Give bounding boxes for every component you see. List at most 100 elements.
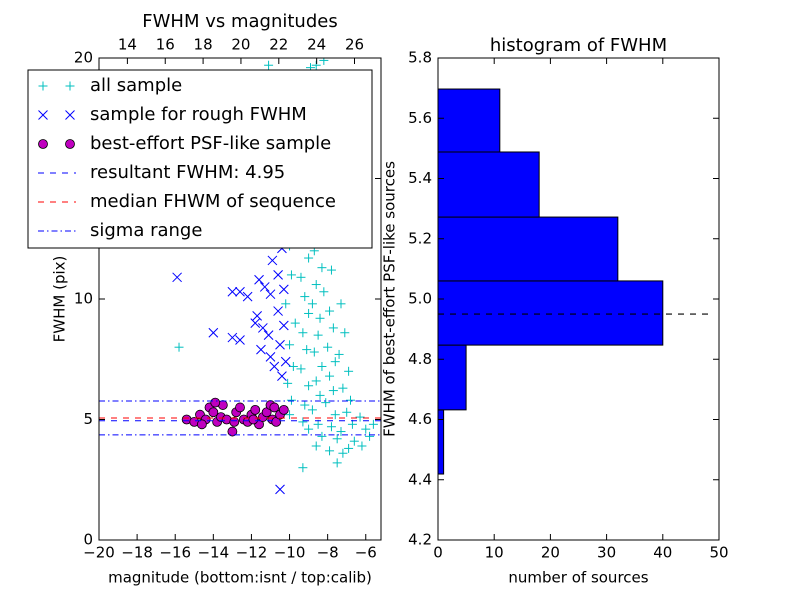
marker-dot (229, 417, 240, 427)
marker-stroke (172, 272, 182, 283)
point (304, 381, 314, 391)
point (311, 376, 321, 386)
point (330, 357, 340, 367)
x-tick-label: 30 (597, 544, 616, 562)
marker-dot (248, 414, 259, 425)
point (296, 272, 306, 282)
point (263, 330, 274, 341)
point (265, 289, 276, 300)
point (267, 255, 278, 266)
point (304, 308, 314, 318)
marker-stroke (275, 484, 285, 495)
point (273, 270, 283, 280)
plot-area (99, 58, 381, 495)
point (235, 335, 245, 345)
marker-dot (227, 426, 238, 437)
legend-label: sigma range (90, 220, 202, 241)
point (309, 347, 319, 357)
x2-tick-label: 22 (269, 36, 288, 54)
point (275, 339, 285, 350)
histogram-bar (437, 280, 664, 346)
x2-tick-label: 18 (194, 36, 213, 54)
point (290, 318, 300, 328)
marker-stroke (65, 110, 75, 120)
histogram-bar (437, 216, 619, 282)
y-tick-label: 4.6 (408, 410, 432, 428)
x-tick-label: 0 (433, 544, 443, 562)
marker-stroke (235, 286, 245, 297)
point (344, 443, 354, 453)
point (285, 410, 295, 420)
point (65, 81, 75, 91)
marker-dot (208, 407, 219, 418)
marker-stroke (252, 311, 263, 321)
point (326, 265, 336, 275)
point (65, 110, 75, 120)
point (307, 405, 317, 415)
point (278, 320, 289, 331)
point (344, 366, 354, 376)
point (208, 407, 219, 418)
point (242, 291, 253, 302)
marker-stroke (280, 356, 291, 367)
marker-stroke (275, 339, 285, 350)
point (288, 361, 298, 371)
point (315, 390, 325, 400)
point (347, 419, 357, 429)
y-tick-label: 5.8 (408, 49, 432, 67)
x-tick-label: 40 (653, 544, 672, 562)
point (365, 431, 375, 441)
point (248, 414, 259, 425)
chart-title: histogram of FWHM (490, 35, 667, 56)
point (229, 417, 240, 427)
marker-stroke (242, 291, 253, 302)
point (323, 342, 333, 352)
point (252, 311, 263, 321)
point (235, 286, 245, 297)
y-tick-label: 5.6 (408, 109, 432, 127)
x-tick-label: −8 (317, 544, 339, 562)
point (65, 139, 75, 149)
x-tick-label: 10 (485, 544, 504, 562)
point (334, 349, 344, 359)
x-tick-label: −10 (274, 544, 306, 562)
point (256, 344, 266, 355)
y-tick-label: 5 (83, 410, 93, 428)
point (330, 410, 340, 420)
x-tick-label: −6 (355, 544, 377, 562)
point (280, 356, 291, 367)
legend-label: sample for rough FWHM (90, 104, 307, 125)
marker-dot (250, 404, 261, 415)
point (227, 426, 238, 437)
point (338, 448, 348, 458)
point (38, 139, 48, 149)
point (304, 253, 314, 263)
point (325, 446, 335, 456)
legend-label: median FHWM of sequence (90, 191, 336, 212)
legend-label: all sample (90, 75, 182, 96)
point (298, 463, 308, 473)
marker-dot (269, 402, 280, 413)
point (38, 81, 48, 91)
point (265, 351, 276, 362)
point (196, 419, 207, 430)
marker-stroke (227, 332, 238, 343)
y-axis-label: FWHM (pix) (51, 256, 69, 343)
point (338, 383, 348, 393)
marker-stroke (278, 284, 289, 295)
x-tick-label: −12 (236, 544, 268, 562)
point (332, 434, 342, 444)
point (328, 323, 338, 333)
point (264, 60, 274, 70)
y-tick-label: 5.2 (408, 229, 432, 247)
point (349, 436, 359, 446)
marker-dot (38, 139, 48, 149)
point (326, 422, 336, 432)
y-tick-label: 4.8 (408, 350, 432, 368)
point (332, 458, 342, 468)
marker-dot (235, 402, 245, 413)
y-tick-label: 4.4 (408, 470, 432, 488)
point (357, 441, 367, 451)
point (325, 306, 335, 316)
